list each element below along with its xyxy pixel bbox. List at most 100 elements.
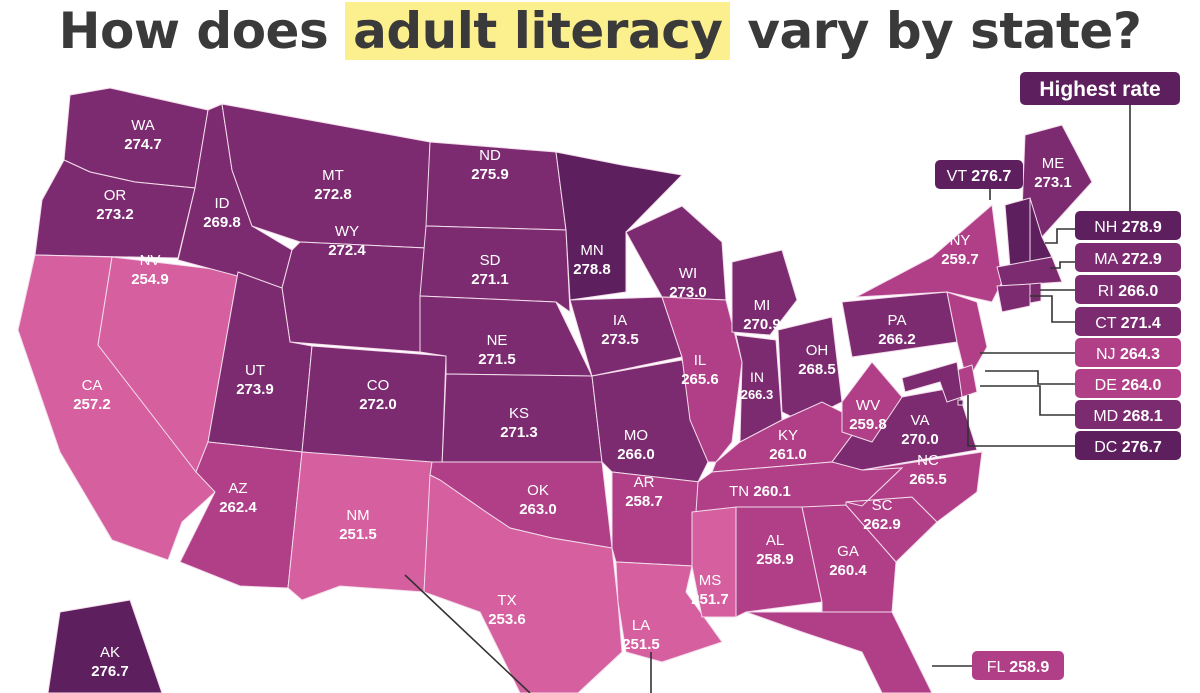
state-al[interactable]: [735, 506, 823, 618]
state-label-ar: AR 258.7: [625, 474, 663, 510]
state-label-la: LA 251.5: [622, 617, 660, 653]
state-abbr: IA: [613, 312, 627, 329]
state-label-ks: KS 271.3: [500, 405, 538, 441]
state-abbr: KY: [778, 427, 798, 444]
state-value: 278.8: [573, 261, 611, 278]
state-abbr: NY: [950, 232, 971, 249]
callout-md: MD 268.1: [1075, 400, 1181, 429]
state-value: 261.0: [769, 446, 807, 463]
state-value: 251.7: [691, 591, 729, 608]
state-value: 271.1: [471, 271, 509, 288]
state-label-wi: WI 273.0: [669, 265, 707, 301]
state-la[interactable]: [615, 561, 723, 663]
svg-text:VT 276.7: VT 276.7: [947, 168, 1012, 185]
svg-text:RI 266.0: RI 266.0: [1098, 283, 1159, 300]
state-value: 258.7: [625, 493, 663, 510]
state-value: 272.0: [359, 396, 397, 413]
state-wi[interactable]: [625, 205, 727, 301]
state-abbr: SD: [480, 252, 501, 269]
state-ny[interactable]: [855, 204, 1003, 303]
state-ma[interactable]: [996, 256, 1063, 287]
svg-text:NH 278.9: NH 278.9: [1094, 219, 1162, 236]
state-label-ok: OK 263.0: [519, 482, 557, 518]
state-value: 273.2: [96, 206, 134, 223]
state-value: 251.5: [622, 636, 660, 653]
svg-text:CT 271.4: CT 271.4: [1095, 315, 1161, 332]
state-label-al: AL 258.9: [756, 532, 794, 568]
state-abbr: WI: [679, 265, 697, 282]
state-nj[interactable]: [946, 291, 988, 384]
svg-text:MA 272.9: MA 272.9: [1094, 251, 1162, 268]
svg-text:FL 258.9: FL 258.9: [987, 659, 1050, 676]
state-ri[interactable]: [1029, 282, 1042, 304]
callout-dc: DC 276.7: [1075, 431, 1181, 460]
state-label-nc: NC 265.5: [909, 452, 947, 488]
state-value: 254.9: [131, 271, 169, 288]
state-abbr: UT: [245, 362, 265, 379]
state-abbr: ME: [1042, 155, 1065, 172]
state-value: 269.8: [203, 214, 241, 231]
state-value: 276.7: [91, 663, 129, 680]
state-abbr: IN: [750, 369, 764, 385]
state-ak[interactable]: [47, 599, 163, 693]
state-value: 273.5: [601, 331, 639, 348]
state-abbr: MO: [624, 427, 648, 444]
state-label-or: OR 273.2: [96, 187, 134, 223]
state-abbr: TX: [497, 592, 516, 609]
title-highlight: adult literacy: [345, 2, 731, 60]
callout-fl: FL 258.9: [972, 651, 1064, 680]
state-abbr: MN: [580, 242, 603, 259]
state-abbr: SC: [872, 497, 893, 514]
state-nc[interactable]: [845, 451, 983, 523]
state-dc[interactable]: [957, 399, 964, 406]
state-shapes: [17, 87, 1093, 693]
state-value: 260.4: [829, 562, 867, 579]
callout-ri: RI 266.0: [1075, 275, 1181, 304]
state-me[interactable]: [1021, 124, 1093, 238]
state-label-in: IN 266.3: [741, 369, 774, 402]
state-mn[interactable]: [555, 151, 684, 301]
state-label-co: CO 272.0: [359, 377, 397, 413]
state-abbr: WV: [856, 397, 880, 414]
state-abbr: NE: [487, 332, 508, 349]
state-ar[interactable]: [611, 471, 701, 567]
state-vt[interactable]: [1004, 197, 1031, 268]
state-fl[interactable]: [745, 611, 933, 693]
state-value: 266.0: [617, 446, 655, 463]
state-abbr: AZ: [228, 480, 247, 497]
state-abbr: WA: [131, 117, 155, 134]
state-value: 270.9: [743, 316, 781, 333]
state-wv[interactable]: [841, 361, 903, 443]
state-abbr: AK: [100, 644, 120, 661]
state-value: 266.2: [878, 331, 916, 348]
state-label-ms: MS 251.7: [691, 572, 729, 608]
state-label-tx: TX 253.6: [488, 592, 526, 628]
state-value: 273.1: [1034, 174, 1072, 191]
state-label-wy: WY 272.4: [328, 223, 366, 259]
state-label-wv: WV 259.8: [849, 397, 887, 433]
state-label-ia: IA 273.5: [601, 312, 639, 348]
state-value: 273.0: [669, 284, 707, 301]
state-label-sd: SD 271.1: [471, 252, 509, 288]
svg-text:MD 268.1: MD 268.1: [1093, 408, 1162, 425]
callout-line-nh: [1045, 228, 1075, 244]
state-value: 268.5: [798, 361, 836, 378]
state-abbr: MS: [699, 572, 722, 589]
state-abbr: OH: [806, 342, 829, 359]
state-abbr: MI: [754, 297, 771, 314]
highest-rate-badge: Highest rate: [1020, 72, 1180, 105]
map-title: How does adult literacy vary by state?: [58, 2, 1142, 60]
state-ms[interactable]: [691, 506, 737, 618]
state-value: 271.3: [500, 424, 538, 441]
state-label-mi: MI 270.9: [743, 297, 781, 333]
state-sd[interactable]: [419, 225, 571, 314]
state-md[interactable]: [901, 361, 963, 403]
state-ct[interactable]: [996, 283, 1031, 313]
state-value: 272.4: [328, 242, 366, 259]
state-value: 263.0: [519, 501, 557, 518]
state-value: 259.8: [849, 416, 887, 433]
state-mi[interactable]: [731, 249, 798, 336]
state-value: 265.6: [681, 371, 719, 388]
state-label-oh: OH 268.5: [798, 342, 836, 378]
state-abbr: IL: [694, 352, 707, 369]
